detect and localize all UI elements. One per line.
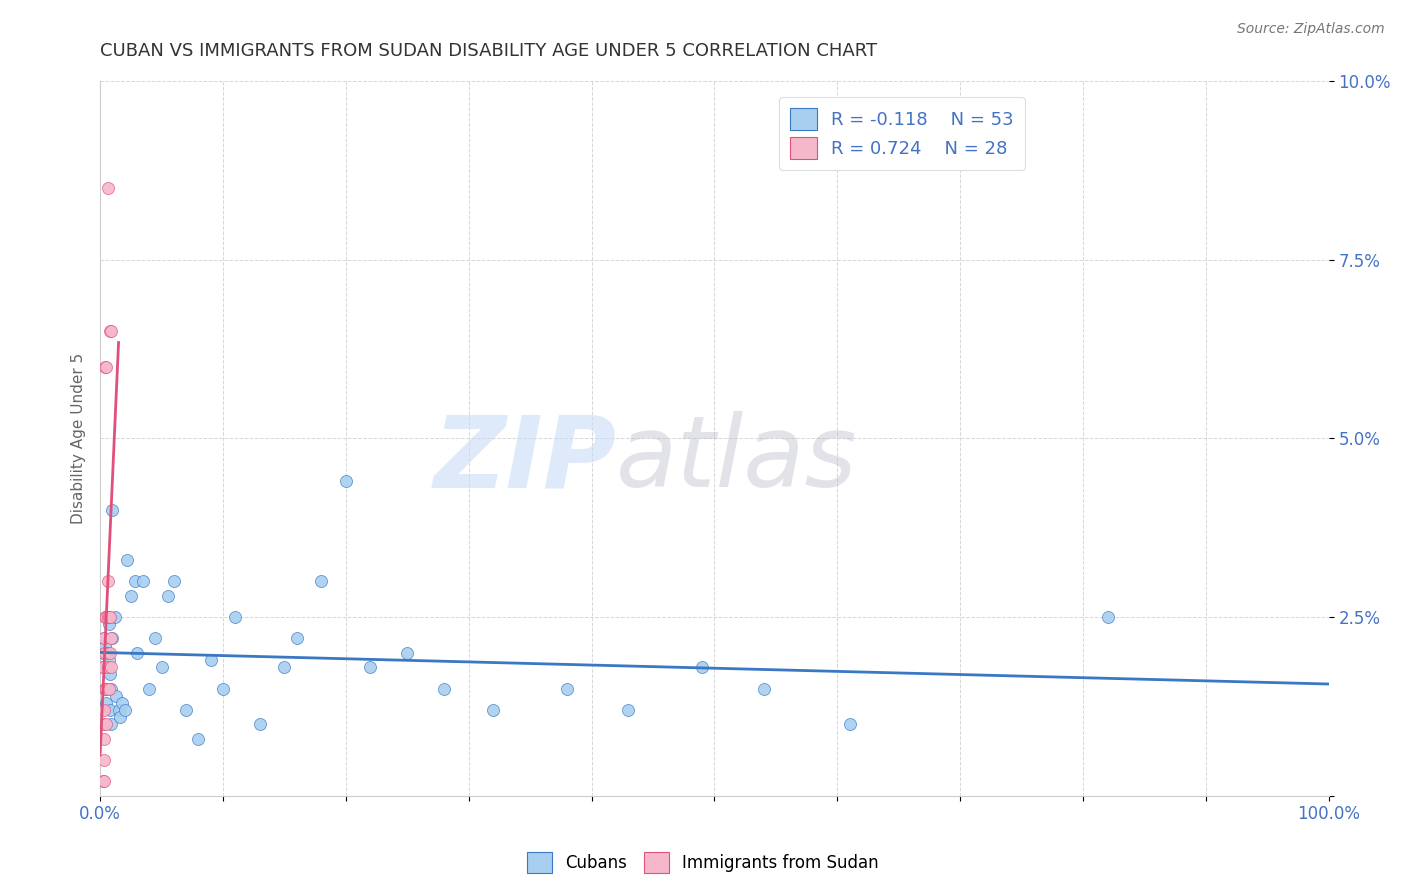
Point [94,646,117,660]
Point [96,359,118,374]
Point [96,660,118,674]
Point [96,660,118,674]
Point [273,660,295,674]
Legend: Cubans, Immigrants from Sudan: Cubans, Immigrants from Sudan [520,846,886,880]
Point [107,703,129,717]
Y-axis label: Disability Age Under 5: Disability Age Under 5 [72,352,86,524]
Point [224,610,246,624]
Point [752,681,775,696]
Point [111,696,134,710]
Text: ZIP: ZIP [433,411,616,508]
Point [91,646,114,660]
Point [94,681,117,696]
Point [91,774,114,789]
Point [163,574,186,589]
Point [94,681,117,696]
Point [96,610,118,624]
Point [98,610,121,624]
Point [96,646,118,660]
Point [433,681,456,696]
Point [174,703,197,717]
Point [145,632,167,646]
Point [396,646,419,660]
Point [132,574,155,589]
Point [100,324,122,338]
Point [96,181,118,195]
Point [91,660,114,674]
Point [187,731,209,746]
Point [93,703,115,717]
Point [91,660,114,674]
Point [97,681,120,696]
Text: CUBAN VS IMMIGRANTS FROM SUDAN DISABILITY AGE UNDER 5 CORRELATION CHART: CUBAN VS IMMIGRANTS FROM SUDAN DISABILIT… [100,42,877,60]
Point [100,632,122,646]
Point [1097,610,1119,624]
Legend: R = -0.118    N = 53, R = 0.724    N = 28: R = -0.118 N = 53, R = 0.724 N = 28 [779,97,1025,169]
Point [93,774,115,789]
Point [100,660,122,674]
Point [101,502,124,516]
Point [96,717,118,731]
Point [93,753,115,767]
Point [93,632,115,646]
Point [311,574,333,589]
Point [96,696,118,710]
Point [100,717,122,731]
Point [94,359,117,374]
Point [97,653,120,667]
Point [98,703,121,717]
Point [482,703,505,717]
Point [212,681,235,696]
Point [97,617,120,632]
Point [124,574,146,589]
Point [96,681,118,696]
Point [98,646,121,660]
Point [93,632,115,646]
Text: atlas: atlas [616,411,858,508]
Point [335,474,357,488]
Point [555,681,578,696]
Point [93,731,115,746]
Point [98,324,121,338]
Point [105,689,128,703]
Point [838,717,860,731]
Point [156,589,179,603]
Text: Source: ZipAtlas.com: Source: ZipAtlas.com [1237,22,1385,37]
Point [125,646,148,660]
Point [285,632,308,646]
Point [108,710,131,724]
Point [101,632,124,646]
Point [617,703,640,717]
Point [138,681,160,696]
Point [97,610,120,624]
Point [200,653,222,667]
Point [100,681,122,696]
Point [94,639,117,653]
Point [359,660,381,674]
Point [249,717,271,731]
Point [96,574,118,589]
Point [115,553,138,567]
Point [150,660,173,674]
Point [98,667,121,681]
Point [91,717,114,731]
Point [94,610,117,624]
Point [690,660,713,674]
Point [104,610,127,624]
Point [96,610,118,624]
Point [96,610,118,624]
Point [120,589,142,603]
Point [114,703,136,717]
